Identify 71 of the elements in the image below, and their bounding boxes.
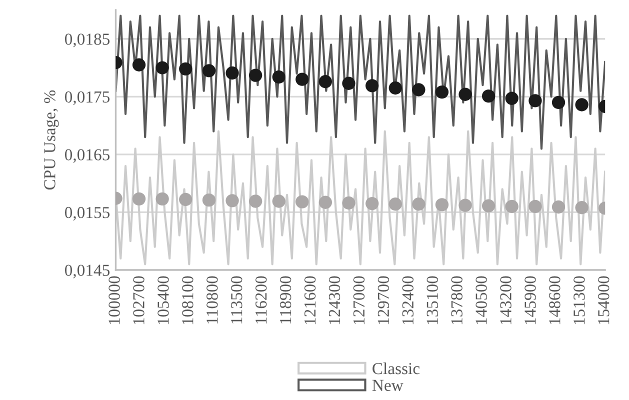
x-tick-label: 135100 <box>426 276 438 324</box>
point <box>552 200 566 214</box>
x-tick-label: 129700 <box>378 276 390 324</box>
x-tick-label: 116200 <box>255 276 267 324</box>
point <box>226 66 239 80</box>
y-axis-title: CPU Usage, % <box>44 90 59 190</box>
x-tick-label: 154000 <box>598 276 610 324</box>
point <box>528 94 542 108</box>
x-tick-label: 127000 <box>353 276 365 324</box>
point <box>202 64 216 78</box>
x-tick-label: 110800 <box>206 276 218 324</box>
legend-label: New <box>372 380 404 391</box>
x-tick-label: 100000 <box>108 276 120 324</box>
x-tick-label: 121600 <box>304 276 316 324</box>
x-tick-label: 140500 <box>476 276 487 324</box>
point <box>366 196 379 210</box>
x-tick-label: 124300 <box>328 276 340 324</box>
point <box>505 200 518 214</box>
point <box>272 70 286 84</box>
legend-label: Classic <box>372 362 420 374</box>
point <box>318 75 332 88</box>
point <box>156 192 169 206</box>
point <box>318 196 332 209</box>
x-tick-label: 137800 <box>451 276 462 324</box>
x-tick-label: 102700 <box>133 276 144 324</box>
point <box>156 61 169 74</box>
point <box>435 85 449 99</box>
point <box>388 81 402 95</box>
point <box>342 196 356 210</box>
point <box>435 198 449 212</box>
point <box>132 58 146 72</box>
point <box>342 76 356 90</box>
x-tick-label: 143200 <box>500 276 512 324</box>
point <box>179 62 192 76</box>
y-tick-label: 0,0155 <box>64 206 110 221</box>
point <box>482 90 496 103</box>
point <box>248 68 262 82</box>
point <box>179 192 192 206</box>
point <box>388 198 402 211</box>
point <box>412 83 426 96</box>
x-tick-label: 105400 <box>158 276 169 324</box>
point <box>552 96 566 110</box>
point <box>226 194 239 208</box>
point <box>248 194 262 208</box>
point <box>412 198 426 211</box>
x-tick-label: 148600 <box>549 276 560 324</box>
point <box>366 79 379 92</box>
x-tick-label: 108100 <box>182 276 194 324</box>
x-tick-label: 132400 <box>402 276 414 324</box>
point <box>458 88 472 101</box>
point <box>575 201 588 214</box>
point <box>202 194 216 207</box>
y-tick-label: 0,0175 <box>64 91 110 106</box>
line-series <box>116 14 606 150</box>
point <box>272 194 286 208</box>
point <box>505 92 518 105</box>
y-tick-label: 0,0185 <box>64 34 110 48</box>
line-series <box>116 130 606 266</box>
point <box>132 192 146 206</box>
y-tick-label: 0,0165 <box>64 149 110 163</box>
x-tick-label: 145900 <box>524 276 536 324</box>
point <box>482 199 496 212</box>
point <box>458 198 472 212</box>
y-tick-label: 0,0145 <box>64 264 110 278</box>
point <box>296 72 309 86</box>
point <box>296 195 309 208</box>
x-tick-label: 151300 <box>574 276 585 324</box>
point <box>528 200 542 214</box>
point <box>575 98 588 112</box>
x-tick-label: 113500 <box>231 276 242 324</box>
x-tick-label: 118900 <box>280 276 292 324</box>
